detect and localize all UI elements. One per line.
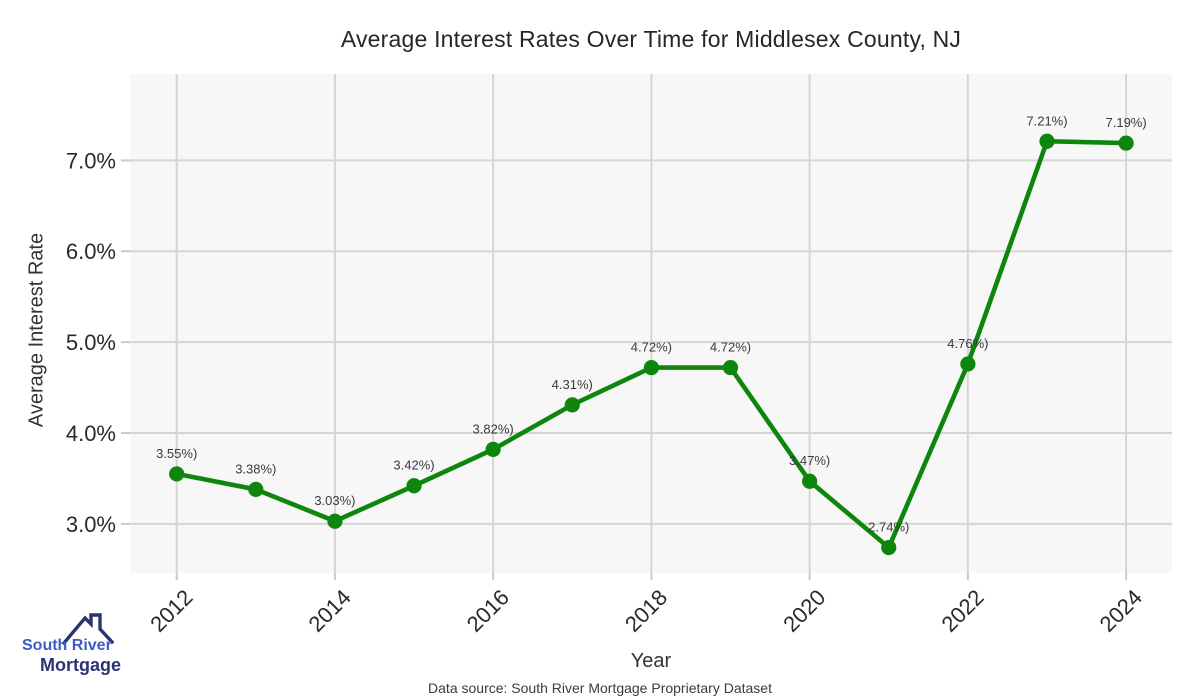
data-point-marker bbox=[1039, 133, 1055, 149]
data-point-marker bbox=[248, 481, 264, 497]
data-point-marker bbox=[802, 473, 818, 489]
data-point-label: 3.55%) bbox=[156, 446, 197, 461]
x-tick-label: 2018 bbox=[620, 585, 672, 637]
logo-text-mortgage: Mortgage bbox=[40, 655, 121, 675]
data-point-label: 3.42%) bbox=[393, 458, 434, 473]
x-tick-label: 2012 bbox=[145, 585, 197, 637]
house-roof-icon bbox=[61, 613, 115, 646]
chart-title: Average Interest Rates Over Time for Mid… bbox=[340, 26, 962, 52]
data-point-marker bbox=[722, 359, 739, 376]
x-tick-label: 2016 bbox=[462, 585, 514, 637]
data-point-label: 7.21%) bbox=[1026, 113, 1067, 128]
x-tick-label: 2024 bbox=[1095, 585, 1147, 637]
data-point-marker bbox=[327, 513, 343, 529]
x-tick-label: 2020 bbox=[778, 585, 830, 637]
data-point-marker bbox=[643, 359, 659, 376]
data-point-marker bbox=[564, 397, 580, 413]
x-tick-label: 2022 bbox=[936, 585, 988, 637]
data-point-marker bbox=[1118, 135, 1134, 151]
data-point-label: 4.76%) bbox=[947, 336, 988, 351]
data-point-marker bbox=[881, 539, 897, 556]
data-source-caption: Data source: South River Mortgage Propri… bbox=[428, 680, 772, 696]
south-river-mortgage-logo: South River Mortgage bbox=[18, 612, 148, 692]
data-point-marker bbox=[406, 478, 422, 494]
data-point-label: 3.82%) bbox=[473, 421, 514, 436]
data-point-marker bbox=[169, 466, 185, 482]
y-tick-label: 4.0% bbox=[66, 421, 116, 446]
y-tick-label: 5.0% bbox=[66, 330, 116, 355]
data-point-label: 3.47%) bbox=[789, 453, 830, 468]
y-tick-label: 3.0% bbox=[66, 512, 116, 537]
y-tick-label: 6.0% bbox=[66, 239, 116, 264]
data-point-label: 2.74%) bbox=[868, 520, 909, 535]
data-point-label: 4.72%) bbox=[631, 340, 672, 355]
x-tick-label: 2014 bbox=[303, 585, 355, 637]
logo-text-south-river: South River bbox=[22, 637, 112, 654]
data-point-label: 4.72%) bbox=[710, 340, 751, 355]
x-axis-title: Year bbox=[630, 650, 672, 672]
data-point-label: 7.19%) bbox=[1106, 115, 1147, 130]
data-point-label: 4.31%) bbox=[552, 377, 593, 392]
data-point-label: 3.03%) bbox=[314, 493, 355, 508]
data-point-marker bbox=[485, 441, 501, 457]
y-axis-title: Average Interest Rate bbox=[25, 232, 48, 428]
y-tick-label: 7.0% bbox=[66, 148, 116, 173]
data-point-label: 3.38%) bbox=[235, 461, 276, 476]
data-point-marker bbox=[960, 356, 976, 372]
